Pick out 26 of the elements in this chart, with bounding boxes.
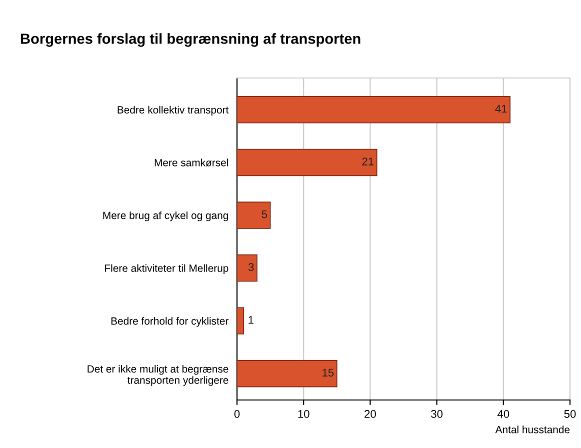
- x-tick-label: 50: [564, 410, 576, 418]
- x-tick-label: 40: [497, 410, 510, 418]
- y-tick-label: Flere aktiviteter til Mellerup: [105, 264, 228, 274]
- x-tick-label: 0: [234, 410, 240, 418]
- bar: [237, 202, 271, 229]
- y-tick-label: Bedre forhold for cyklister: [111, 317, 228, 327]
- x-axis-title: Antal husstande: [495, 426, 570, 434]
- y-tick-label: Det er ikke muligt at begrænse transporten yderligere: [88, 364, 228, 386]
- chart-title: Borgernes forslag til begrænsning af transporten: [20, 33, 360, 47]
- bar: [237, 96, 510, 124]
- x-tick-label: 30: [431, 410, 443, 418]
- x-tick-label: 10: [298, 410, 310, 418]
- data-label: 15: [322, 368, 334, 377]
- data-label: 1: [248, 316, 254, 324]
- bar: [237, 360, 338, 388]
- y-tick-label: Mere samkørsel: [154, 158, 228, 166]
- x-tick-label: 20: [364, 410, 376, 418]
- y-tick-label: Bedre kollektiv transport: [118, 106, 229, 116]
- data-label: 21: [362, 158, 374, 166]
- y-tick-label: Mere brug af cykel og gang: [103, 211, 228, 222]
- bar: [237, 307, 244, 334]
- bar: [237, 148, 378, 176]
- data-label: 41: [495, 104, 507, 113]
- data-label: 3: [248, 263, 254, 272]
- bar: [237, 254, 258, 282]
- data-label: 5: [262, 210, 268, 218]
